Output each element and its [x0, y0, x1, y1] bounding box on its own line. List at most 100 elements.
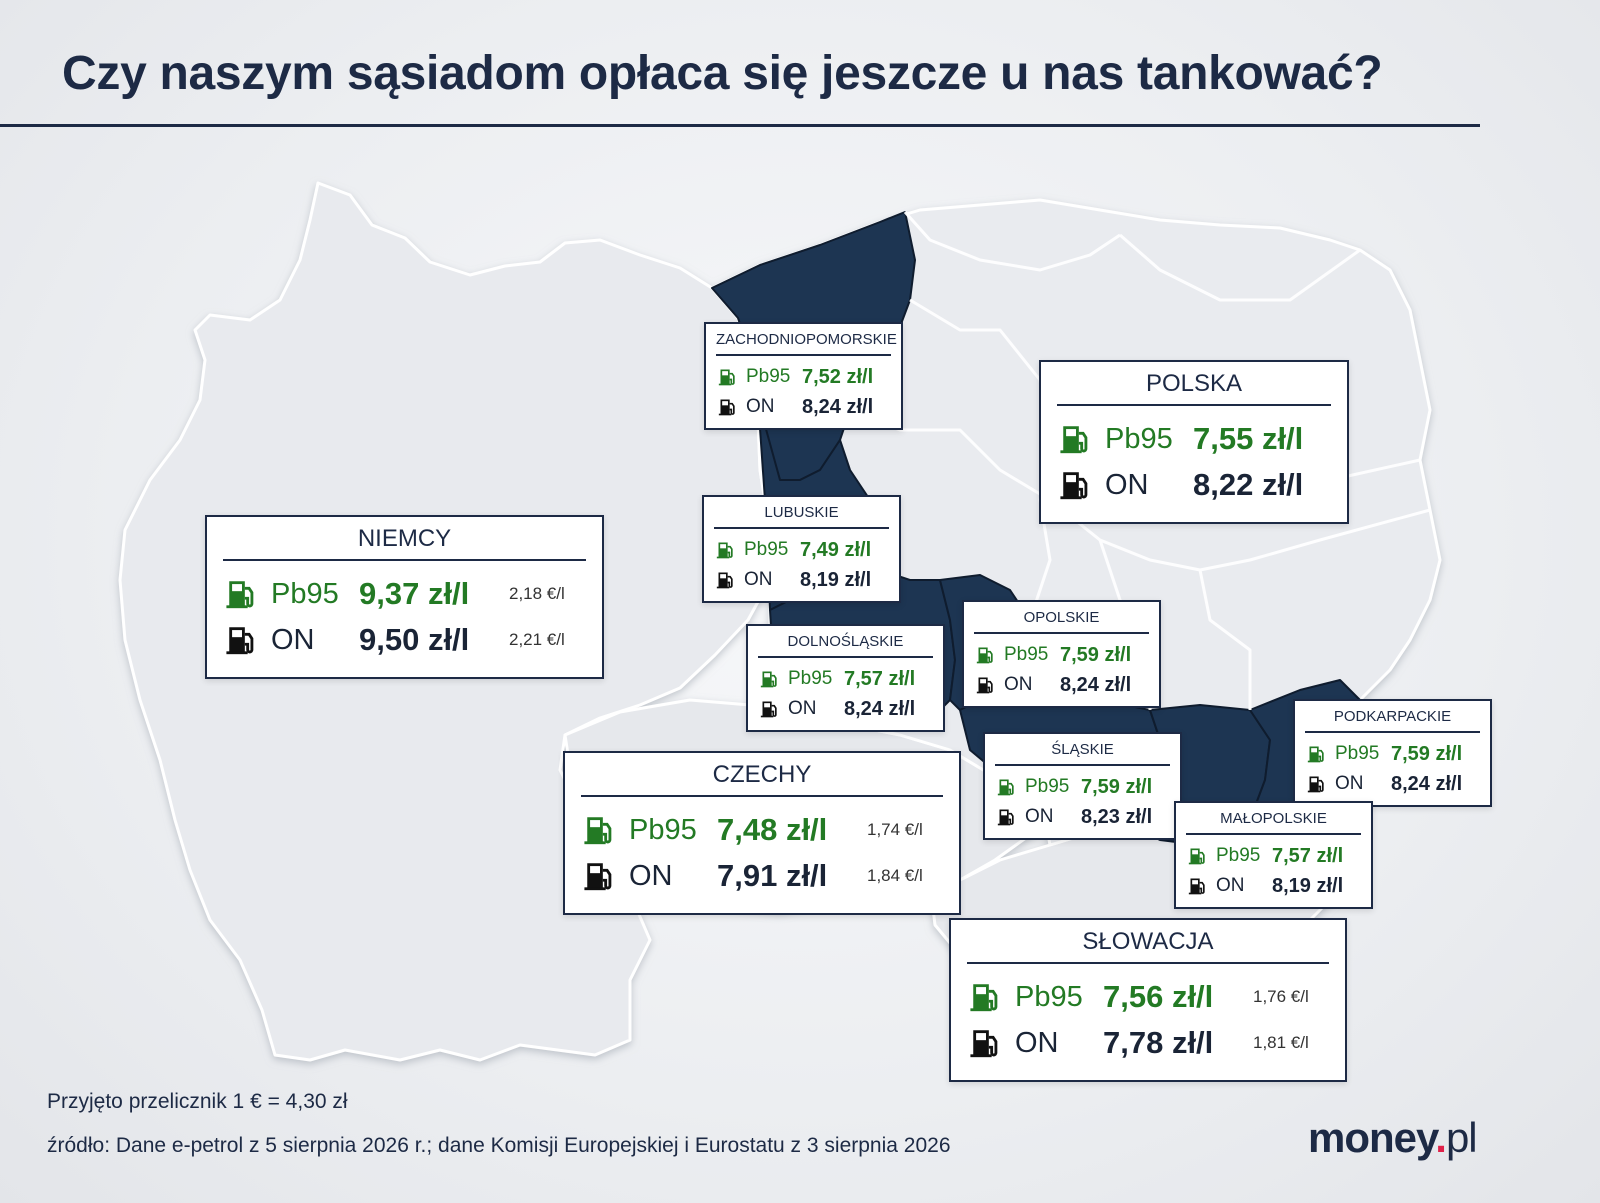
card-malopolskie: MAŁOPOLSKIE Pb95 7,57 zł/l ON 8,19 zł/l	[1174, 801, 1373, 909]
card-polska: POLSKA Pb95 7,55 zł/l ON 8,22 zł/l	[1039, 360, 1349, 524]
fuel-label: Pb95	[744, 539, 789, 560]
fuel-pump-icon	[760, 701, 777, 718]
fuel-price: 8,19 zł/l	[1272, 874, 1344, 897]
row-on: ON 8,22 zł/l	[1041, 462, 1347, 508]
fuel-label: Pb95	[1015, 980, 1083, 1013]
row-on: ON 8,23 zł/l	[985, 802, 1180, 832]
fuel-label: Pb95	[1335, 743, 1380, 764]
fuel-pump-icon	[1307, 776, 1324, 793]
fuel-label: ON	[744, 569, 773, 590]
card-dolnoslaskie: DOLNOŚLĄSKIE Pb95 7,57 zł/l ON 8,24 zł/l	[746, 624, 945, 732]
region-name: PODKARPACKIE	[1305, 701, 1480, 733]
card-podkarpackie: PODKARPACKIE Pb95 7,59 zł/l ON 8,24 zł/l	[1293, 699, 1492, 807]
fuel-label: ON	[1335, 773, 1364, 794]
row-pb95: Pb95 7,59 zł/l	[1295, 739, 1490, 769]
fuel-pump-icon	[718, 369, 735, 386]
country-name: POLSKA	[1057, 362, 1331, 406]
row-pb95: Pb95 7,59 zł/l	[964, 640, 1159, 670]
card-czechy: CZECHY Pb95 7,48 zł/l 1,74 €/l ON 7,91 z…	[563, 751, 961, 915]
fuel-label: ON	[1216, 875, 1245, 896]
fuel-pump-icon	[997, 779, 1014, 796]
fuel-label: ON	[1105, 468, 1149, 501]
row-pb95: Pb95 9,37 zł/l 2,18 €/l	[207, 571, 602, 617]
money-pl-logo: money.pl	[1308, 1114, 1478, 1162]
fuel-price-eur: 1,74 €/l	[867, 820, 923, 839]
row-pb95: Pb95 7,48 zł/l 1,74 €/l	[565, 807, 959, 853]
fuel-price: 7,59 zł/l	[1391, 742, 1463, 765]
row-pb95: Pb95 7,59 zł/l	[985, 772, 1180, 802]
fuel-price: 7,78 zł/l	[1103, 1025, 1214, 1060]
fuel-price-eur: 1,84 €/l	[867, 866, 923, 885]
fuel-price: 7,57 zł/l	[1272, 844, 1344, 867]
fuel-label: ON	[1025, 806, 1054, 827]
fuel-pump-icon	[970, 984, 998, 1012]
card-opolskie: OPOLSKIE Pb95 7,59 zł/l ON 8,24 zł/l	[962, 600, 1161, 708]
row-on: ON 8,19 zł/l	[1176, 871, 1371, 901]
fuel-label: Pb95	[1025, 776, 1070, 797]
fuel-label: ON	[1004, 674, 1033, 695]
fuel-label: ON	[1015, 1026, 1059, 1059]
fuel-label: ON	[271, 623, 315, 656]
fuel-pump-icon	[716, 572, 733, 589]
fuel-pump-icon	[584, 817, 612, 845]
fuel-price: 8,23 zł/l	[1081, 805, 1153, 828]
fuel-pump-icon	[1188, 848, 1205, 865]
fuel-label: Pb95	[1216, 845, 1261, 866]
fuel-label: Pb95	[788, 668, 833, 689]
card-slowacja: SŁOWACJA Pb95 7,56 zł/l 1,76 €/l ON 7,78…	[949, 918, 1347, 1082]
fuel-price: 7,55 zł/l	[1193, 421, 1304, 456]
logo-dot: .	[1435, 1114, 1447, 1161]
fuel-price: 8,24 zł/l	[1391, 772, 1463, 795]
region-name: ZACHODNIOPOMORSKIE	[716, 324, 897, 356]
fuel-pump-icon	[226, 581, 254, 609]
country-name: CZECHY	[581, 753, 943, 797]
exchange-rate-note: Przyjęto przelicznik 1 € = 4,30 zł	[47, 1090, 348, 1113]
row-pb95: Pb95 7,49 zł/l	[704, 535, 899, 565]
fuel-price: 8,22 zł/l	[1193, 467, 1304, 502]
fuel-pump-icon	[997, 809, 1014, 826]
country-name: NIEMCY	[223, 517, 586, 561]
fuel-label: Pb95	[1105, 422, 1173, 455]
fuel-price: 9,50 zł/l	[359, 622, 470, 657]
fuel-pump-icon	[1060, 472, 1088, 500]
logo-brand: money	[1308, 1114, 1436, 1161]
fuel-price: 7,57 zł/l	[844, 667, 916, 690]
row-on: ON 9,50 zł/l 2,21 €/l	[207, 617, 602, 663]
row-on: ON 8,24 zł/l	[706, 392, 901, 422]
fuel-label: Pb95	[271, 577, 339, 610]
fuel-label: Pb95	[629, 813, 697, 846]
fuel-pump-icon	[760, 671, 777, 688]
row-on: ON 8,24 zł/l	[1295, 769, 1490, 799]
row-pb95: Pb95 7,52 zł/l	[706, 362, 901, 392]
row-pb95: Pb95 7,57 zł/l	[1176, 841, 1371, 871]
row-on: ON 7,91 zł/l 1,84 €/l	[565, 853, 959, 899]
fuel-pump-icon	[970, 1030, 998, 1058]
fuel-price-eur: 1,76 €/l	[1253, 987, 1309, 1006]
fuel-price: 8,24 zł/l	[844, 697, 916, 720]
fuel-price: 7,56 zł/l	[1103, 979, 1214, 1014]
region-name: OPOLSKIE	[974, 602, 1149, 634]
fuel-label: Pb95	[746, 366, 791, 387]
fuel-pump-icon	[1060, 426, 1088, 454]
region-name: DOLNOŚLĄSKIE	[758, 626, 933, 658]
fuel-pump-icon	[584, 863, 612, 891]
country-name: SŁOWACJA	[967, 920, 1329, 964]
card-niemcy: NIEMCY Pb95 9,37 zł/l 2,18 €/l ON 9,50 z…	[205, 515, 604, 679]
fuel-price: 7,49 zł/l	[800, 538, 872, 561]
row-pb95: Pb95 7,57 zł/l	[748, 664, 943, 694]
fuel-pump-icon	[716, 542, 733, 559]
fuel-label: Pb95	[1004, 644, 1049, 665]
region-name: ŚLĄSKIE	[995, 734, 1170, 766]
row-on: ON 8,24 zł/l	[748, 694, 943, 724]
fuel-price: 8,24 zł/l	[802, 395, 874, 418]
row-pb95: Pb95 7,56 zł/l 1,76 €/l	[951, 974, 1345, 1020]
fuel-price: 7,59 zł/l	[1060, 643, 1132, 666]
row-on: ON 8,19 zł/l	[704, 565, 899, 595]
card-zachodniopomorskie: ZACHODNIOPOMORSKIE Pb95 7,52 zł/l ON 8,2…	[704, 322, 903, 430]
region-name: MAŁOPOLSKIE	[1186, 803, 1361, 835]
source-note: źródło: Dane e-petrol z 5 sierpnia 2026 …	[47, 1134, 951, 1157]
fuel-price-eur: 1,81 €/l	[1253, 1033, 1309, 1052]
row-on: ON 7,78 zł/l 1,81 €/l	[951, 1020, 1345, 1066]
fuel-price: 8,24 zł/l	[1060, 673, 1132, 696]
fuel-price: 9,37 zł/l	[359, 576, 470, 611]
